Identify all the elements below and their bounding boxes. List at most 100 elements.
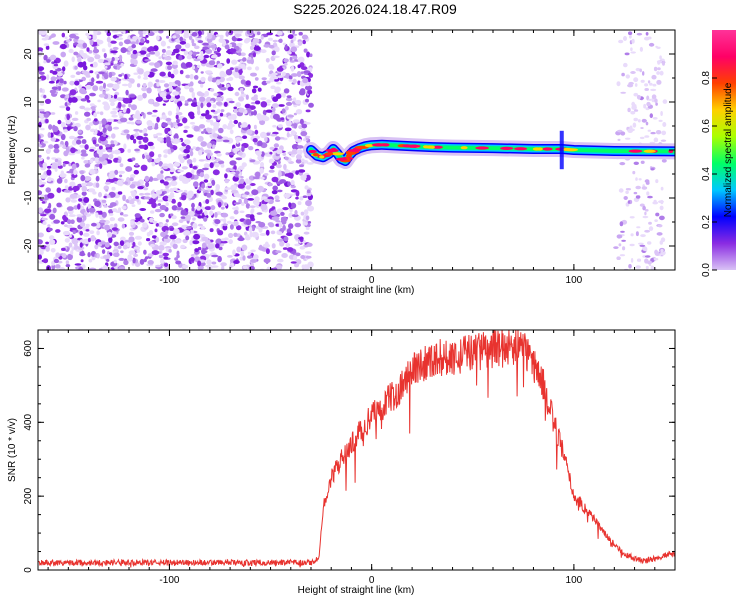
spectrogram-noise-cell <box>229 119 233 126</box>
spectrogram-noise-cell <box>173 68 179 75</box>
spectrogram-noise-cell <box>89 146 97 150</box>
spectrogram-noise-cell <box>95 212 99 218</box>
spectrogram-noise-cell <box>89 103 95 107</box>
spectrogram-noise-cell <box>160 223 164 227</box>
spectrogram-noise-cell <box>171 198 176 204</box>
spectrogram-noise-cell <box>89 92 96 97</box>
spectrogram-signal-hotspot <box>324 152 334 156</box>
spectrogram-noise-cell <box>174 30 182 35</box>
spectrogram-noise-cell <box>83 65 88 71</box>
spectrogram-noise-cell <box>106 31 112 37</box>
spectrogram-noise-cell <box>187 51 193 56</box>
spectrogram-noise-cell <box>242 255 246 261</box>
spectrogram-noise-cell <box>172 35 177 39</box>
spectrogram-noise-cell <box>111 133 116 139</box>
spectrogram-noise-cell <box>107 126 113 132</box>
spectrogram-noise-cell <box>199 115 205 120</box>
spectrogram-noise-cell <box>92 139 97 145</box>
spectrogram-noise-cell <box>51 86 59 90</box>
spectrogram-noise-cell <box>639 203 645 207</box>
spectrogram-noise-cell <box>245 219 252 226</box>
spectrogram-noise-cell <box>64 140 69 148</box>
spectrogram-noise-cell <box>62 144 66 149</box>
spectrogram-noise-cell <box>143 249 147 255</box>
spectrogram-noise-cell <box>265 80 271 84</box>
spectrogram-noise-cell <box>167 46 171 49</box>
spectrogram-noise-cell <box>648 42 655 47</box>
spectrogram-noise-cell <box>54 158 59 163</box>
spectrogram-noise-cell <box>191 38 195 45</box>
spectrogram-noise-cell <box>66 206 74 211</box>
spectrogram-noise-cell <box>99 163 103 169</box>
spectrogram-noise-cell <box>181 166 188 170</box>
spectrogram-noise-cell <box>151 161 156 167</box>
spectrogram-noise-cell <box>277 171 282 177</box>
spectrogram-noise-cell <box>287 34 294 39</box>
spectrogram-noise-cell <box>252 138 258 143</box>
figure-title: S225.2026.024.18.47.R09 <box>293 1 457 17</box>
spectrogram-noise-cell <box>152 220 158 224</box>
spectrogram-noise-cell <box>89 230 95 235</box>
spectrogram-noise-cell <box>201 183 206 189</box>
spectrogram-noise-cell <box>162 165 169 170</box>
spectrogram-noise-cell <box>245 178 249 185</box>
spectrogram-noise-cell <box>211 254 219 258</box>
spectrogram-noise-cell <box>197 223 203 227</box>
spectrogram-noise-cell <box>268 223 275 228</box>
spectrogram-noise-cell <box>112 126 120 130</box>
spectrogram-noise-cell <box>290 46 298 53</box>
snr-xtick-label: 0 <box>369 575 375 586</box>
spectrogram-noise-cell <box>277 258 284 263</box>
spectrogram-noise-cell <box>252 85 259 89</box>
spectrogram-signal-hotspot <box>330 147 337 152</box>
spectrogram-noise-cell <box>195 51 200 55</box>
spectrogram-noise-cell <box>146 53 151 58</box>
spectrogram-noise-cell <box>113 149 121 155</box>
spectrogram-noise-cell <box>113 94 118 99</box>
spectrogram-noise-cell <box>292 119 300 123</box>
spectrogram-signal-hotspot <box>371 143 384 147</box>
spectrogram-noise-cell <box>255 66 260 71</box>
spectrogram-noise-cell <box>217 160 225 165</box>
spectrogram-noise-cell <box>260 49 267 54</box>
spectrogram-noise-cell <box>116 97 123 101</box>
spectrogram-noise-cell <box>136 135 144 140</box>
spectrogram-noise-cell <box>174 133 179 138</box>
spectrogram-noise-cell <box>200 76 206 83</box>
spectrogram-noise-cell <box>120 236 126 242</box>
spectrogram-noise-cell <box>192 166 198 170</box>
colorbar-ticks: 0.0 0.2 0.4 0.6 0.8 <box>701 71 717 277</box>
spectrogram-noise-cell <box>193 233 201 240</box>
spectrogram-noise-cell <box>248 193 254 197</box>
spectrogram-noise-cell <box>142 222 148 228</box>
spectrogram-noise-cell <box>241 194 248 198</box>
spectrogram-noise-cell <box>207 76 213 82</box>
spectrogram-noise-cell <box>287 151 295 155</box>
spectrogram-noise-cell <box>215 97 223 102</box>
spectrogram-noise-cell <box>53 143 60 150</box>
spectrogram-noise-cell <box>47 177 52 182</box>
colorbar-tick-label: 0.8 <box>701 71 712 85</box>
spectrogram-noise-cell <box>214 212 218 218</box>
spectrogram-noise-cell <box>108 213 114 216</box>
spectrogram-noise-cell <box>192 157 197 163</box>
spectrogram-noise-cell <box>204 206 212 211</box>
spectrogram-noise-cell <box>133 246 141 250</box>
spectrogram-noise-cell <box>183 125 190 129</box>
spectrogram-noise-cell <box>145 70 150 76</box>
spectrogram-noise-cell <box>295 99 302 105</box>
spectrogram-noise-cell <box>260 203 268 211</box>
spectrogram-noise-cell <box>236 225 242 231</box>
spectrogram-noise-cell <box>301 34 309 40</box>
spectrogram-noise-cell <box>78 198 83 202</box>
spectrogram-noise-cell <box>46 74 50 81</box>
spectrogram-noise-cell <box>234 91 240 97</box>
spectrogram-noise-cell <box>222 114 227 117</box>
spectrogram-noise-cell <box>130 121 135 125</box>
spectrogram-noise-cell <box>654 251 660 256</box>
spectrogram-noise-cell <box>243 198 249 205</box>
spectrogram-noise-cell <box>64 178 68 184</box>
spectrogram-noise-cell <box>98 191 102 198</box>
spectrogram-noise-cell <box>226 220 232 224</box>
spectrogram-noise-cell <box>135 163 139 167</box>
